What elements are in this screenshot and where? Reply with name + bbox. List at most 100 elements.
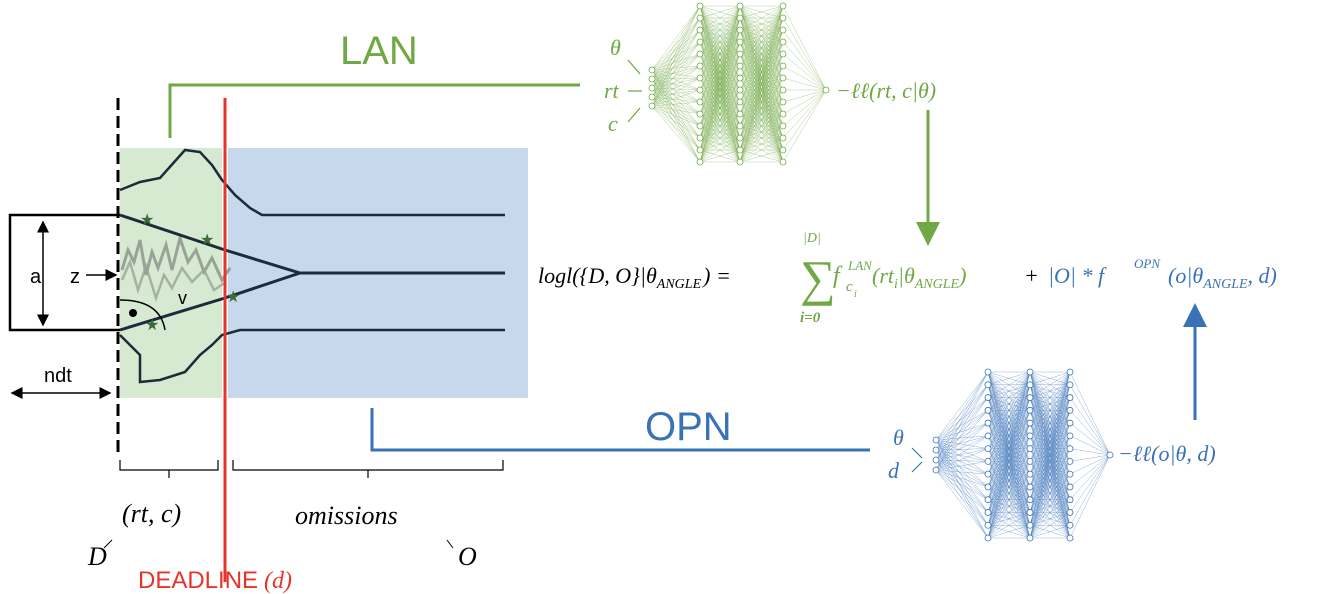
- net-edge: [651, 5, 701, 89]
- net-edge: [935, 459, 989, 513]
- net-edge: [739, 5, 784, 79]
- net-edge: [651, 78, 701, 127]
- net-edge: [1069, 454, 1111, 526]
- net-edge: [1029, 435, 1071, 539]
- net-edge: [935, 469, 989, 539]
- net-node: [736, 26, 744, 34]
- net-node: [984, 470, 992, 478]
- net-edge: [1029, 371, 1071, 539]
- net-edge: [1029, 448, 1071, 539]
- net-edge: [935, 397, 989, 461]
- net-edge: [651, 105, 701, 127]
- net-edge: [1029, 371, 1071, 449]
- net-edge: [699, 5, 741, 127]
- net-edge: [739, 5, 784, 163]
- net-node: [736, 14, 744, 22]
- net-node: [736, 62, 744, 70]
- net-node: [1066, 521, 1074, 529]
- net-node: [648, 66, 656, 74]
- net-edge: [739, 125, 784, 163]
- boundary-box: [8, 213, 120, 332]
- sum-sign: ∑: [800, 250, 836, 306]
- formula-part: f: [833, 263, 843, 289]
- lan-input-ticks: [627, 59, 642, 123]
- sum-top: |D|: [803, 231, 821, 246]
- net-edge: [1029, 371, 1071, 513]
- net-edge: [699, 5, 741, 115]
- opn-output: −ℓℓ(o|θ, d): [1118, 441, 1216, 466]
- net-edge: [739, 5, 784, 103]
- z-label: z: [70, 266, 80, 288]
- net-node: [822, 86, 830, 94]
- net-node: [779, 110, 787, 118]
- net-node: [779, 74, 787, 82]
- net-edge: [651, 87, 701, 115]
- net-edge: [699, 5, 741, 163]
- net-edge: [1069, 410, 1111, 456]
- net-node: [1026, 470, 1034, 478]
- net-node: [779, 50, 787, 58]
- net-edge: [739, 5, 784, 67]
- net-node: [1026, 445, 1034, 453]
- formula-part: ANGLE: [914, 277, 960, 292]
- net-node: [1066, 368, 1074, 376]
- net-node: [932, 456, 940, 464]
- net-edge: [651, 77, 701, 107]
- net-node: [696, 62, 704, 70]
- net-node: [736, 158, 744, 166]
- net-edge: [1029, 422, 1071, 539]
- net-node: [779, 38, 787, 46]
- net-node: [984, 394, 992, 401]
- net-edge: [987, 371, 1031, 488]
- net-edge: [935, 397, 989, 471]
- net-edge: [935, 422, 989, 471]
- lan-label: LAN: [340, 29, 418, 73]
- net-node: [696, 2, 704, 10]
- opn-label: OPN: [645, 405, 732, 449]
- net-node: [1026, 521, 1034, 529]
- lan-input: c: [608, 111, 618, 136]
- net-edge: [651, 17, 701, 98]
- net-edge: [651, 29, 701, 80]
- net-edge: [935, 461, 989, 471]
- net-edge: [739, 53, 784, 163]
- net-edge: [651, 41, 701, 107]
- net-edge: [739, 5, 784, 115]
- net-node: [696, 158, 704, 166]
- net-node: [696, 86, 704, 94]
- net-edge: [1029, 371, 1071, 462]
- net-edge: [1029, 371, 1071, 398]
- net-edge: [782, 53, 827, 91]
- net-edge: [739, 101, 784, 163]
- net-edge: [699, 77, 741, 163]
- net-edge: [739, 29, 784, 163]
- net-edge: [651, 96, 701, 127]
- opn-input: θ: [893, 425, 904, 450]
- net-edge: [1069, 454, 1111, 475]
- net-edge: [1069, 371, 1111, 456]
- net-edge: [935, 371, 989, 471]
- net-edge: [651, 78, 701, 163]
- net-node: [1026, 457, 1034, 465]
- net-node: [648, 93, 656, 101]
- net-edge: [1029, 371, 1071, 386]
- net-node: [696, 14, 704, 22]
- net-edge: [987, 371, 1031, 398]
- net-edge: [651, 87, 701, 127]
- net-edge: [651, 5, 701, 107]
- net-node: [779, 2, 787, 10]
- net-node: [696, 74, 704, 82]
- net-node: [1026, 406, 1034, 414]
- formula-part: i: [854, 289, 857, 300]
- net-node: [984, 521, 992, 529]
- net-edge: [935, 384, 989, 461]
- net-edge: [935, 459, 989, 539]
- net-edge: [651, 41, 701, 98]
- net-edge: [651, 101, 701, 107]
- svg-text:★: ★: [145, 317, 159, 334]
- net-edge: [699, 89, 741, 163]
- net-node: [736, 110, 744, 118]
- net-edge: [651, 105, 701, 163]
- net-edge: [935, 371, 989, 461]
- ndt-label: ndt: [44, 365, 72, 387]
